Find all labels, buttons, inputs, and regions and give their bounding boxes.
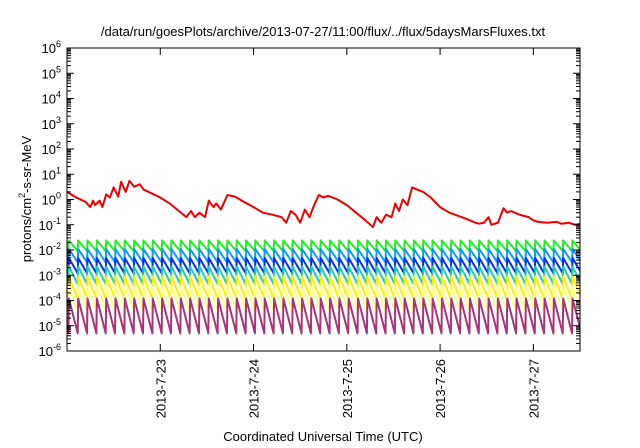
y-tick-label: 10-4	[39, 292, 61, 309]
x-tick-label: 2013-7-23	[153, 359, 168, 418]
y-tick-label: 10-3	[39, 266, 61, 283]
y-tick-label: 10-6	[39, 342, 61, 359]
y-tick-label: 10-5	[39, 317, 61, 334]
x-tick-label: 2013-7-27	[526, 359, 541, 418]
y-tick-label: 106	[42, 39, 61, 56]
y-tick-label: 105	[42, 64, 61, 81]
x-tick-label: 2013-7-26	[433, 359, 448, 418]
y-tick-label: 100	[42, 191, 61, 208]
y-axis-label-prefix: protons/cm	[19, 198, 34, 262]
x-tick-label: 2013-7-24	[247, 359, 262, 418]
y-tick-label: 104	[42, 90, 61, 107]
x-axis-label: Coordinated Universal Time (UTC)	[223, 429, 422, 444]
series-line-8	[67, 297, 580, 335]
y-axis-ticks: 106 105 104 103 102 101 100 10-1 10-2 10-3 10-4 10-…	[39, 39, 580, 359]
y-tick-label: 102	[42, 140, 61, 157]
y-axis-label-suffix: -s-sr-MeV	[19, 135, 34, 192]
y-tick-label: 103	[42, 115, 61, 132]
y-axis-label: protons/cm2-s-sr-MeV	[17, 135, 34, 262]
y-tick-label: 101	[42, 165, 61, 182]
x-axis-ticks: 2013-7-23 2013-7-24 2013-7-25 2013-7-26 2013…	[153, 48, 541, 418]
series-line-1	[67, 179, 580, 229]
chart-title: /data/run/goesPlots/archive/2013-07-27/1…	[101, 24, 546, 39]
plot-area	[66, 47, 581, 352]
y-tick-label: 10-2	[39, 241, 61, 258]
y-tick-label: 10-1	[39, 216, 61, 233]
series-layer	[67, 179, 580, 335]
y-axis-label-superscript: 2	[17, 193, 27, 198]
x-tick-label: 2013-7-25	[340, 359, 355, 418]
